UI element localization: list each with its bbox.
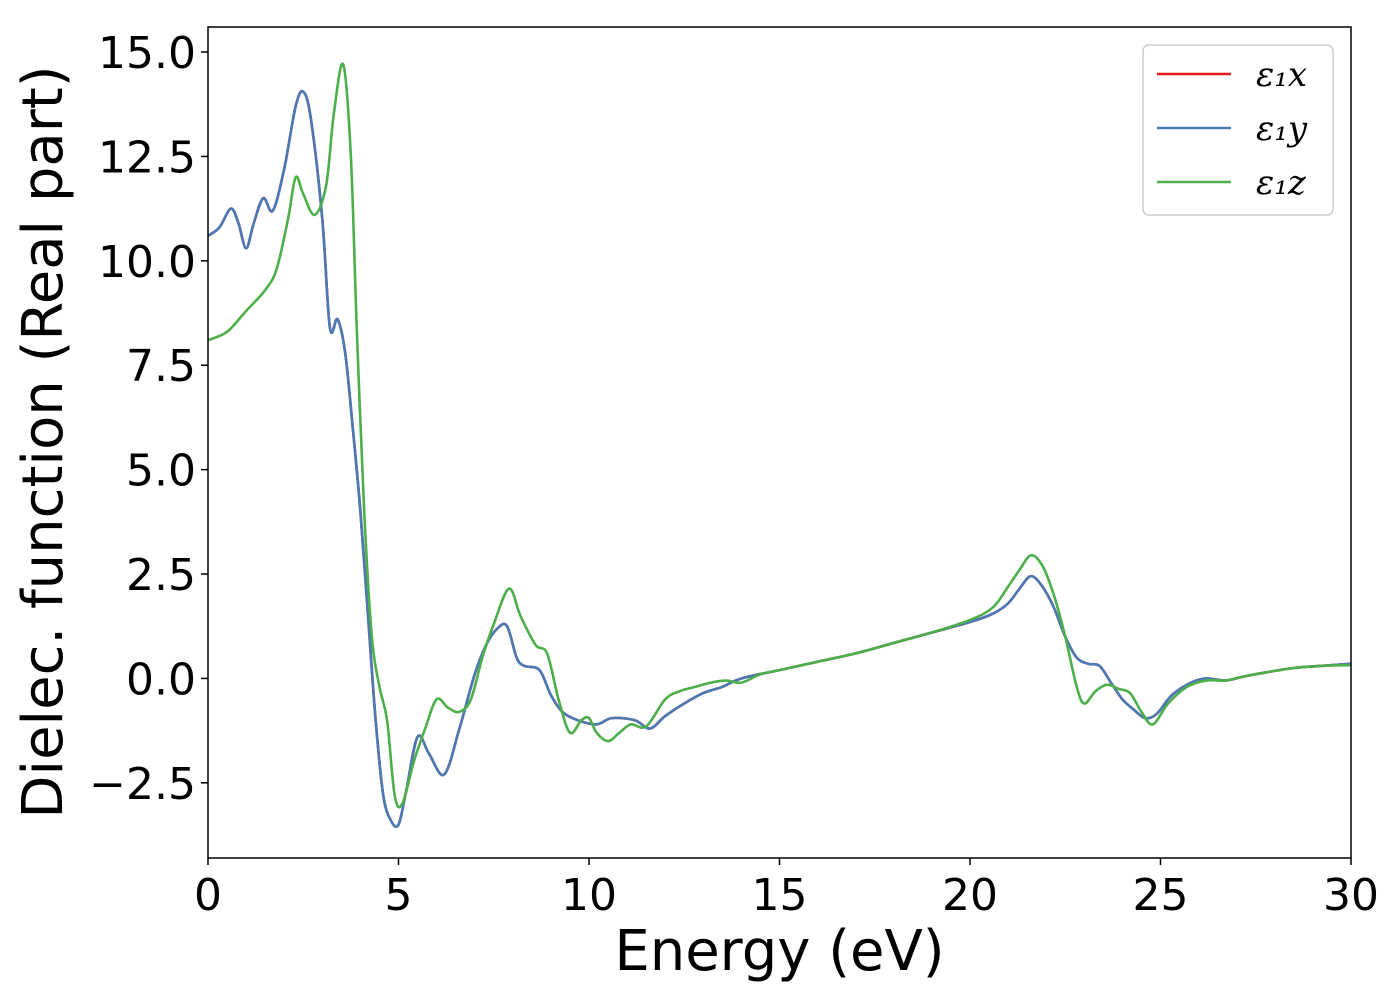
y-tick-label: 10.0: [98, 237, 196, 288]
y-tick-label: 2.5: [126, 550, 196, 601]
x-tick-label: 15: [752, 870, 808, 921]
legend-box: [1142, 44, 1334, 216]
x-tick-label: 0: [194, 870, 222, 921]
series-line-3: [208, 62, 1351, 809]
y-tick-label: 15.0: [98, 28, 196, 79]
y-axis-label: Dielec. function (Real part): [11, 65, 76, 818]
x-tick-label: 10: [561, 870, 617, 921]
x-tick-label: 25: [1133, 870, 1189, 921]
legend-label-1: ε₁x: [1256, 55, 1307, 95]
y-tick-label: 0.0: [126, 654, 196, 705]
legend-label-3: ε₁z: [1256, 163, 1307, 203]
x-tick-label: 20: [942, 870, 998, 921]
x-tick-label: 30: [1323, 870, 1379, 921]
x-tick-label: 5: [385, 870, 413, 921]
legend-label-2: ε₁y: [1256, 109, 1308, 149]
series-layer: [208, 62, 1351, 828]
x-axis-label: Energy (eV): [614, 919, 944, 984]
x-axis: 0 5 10 15 20 25 30: [194, 858, 1379, 921]
legend: ε₁x ε₁y ε₁z: [1142, 44, 1334, 216]
y-tick-label: 7.5: [126, 341, 196, 392]
y-axis: −2.5 0.0 2.5 5.0 7.5 10.0 12.5 15.0: [89, 28, 208, 810]
y-tick-label: −2.5: [89, 759, 196, 810]
y-tick-label: 5.0: [126, 446, 196, 497]
y-tick-label: 12.5: [98, 132, 196, 183]
